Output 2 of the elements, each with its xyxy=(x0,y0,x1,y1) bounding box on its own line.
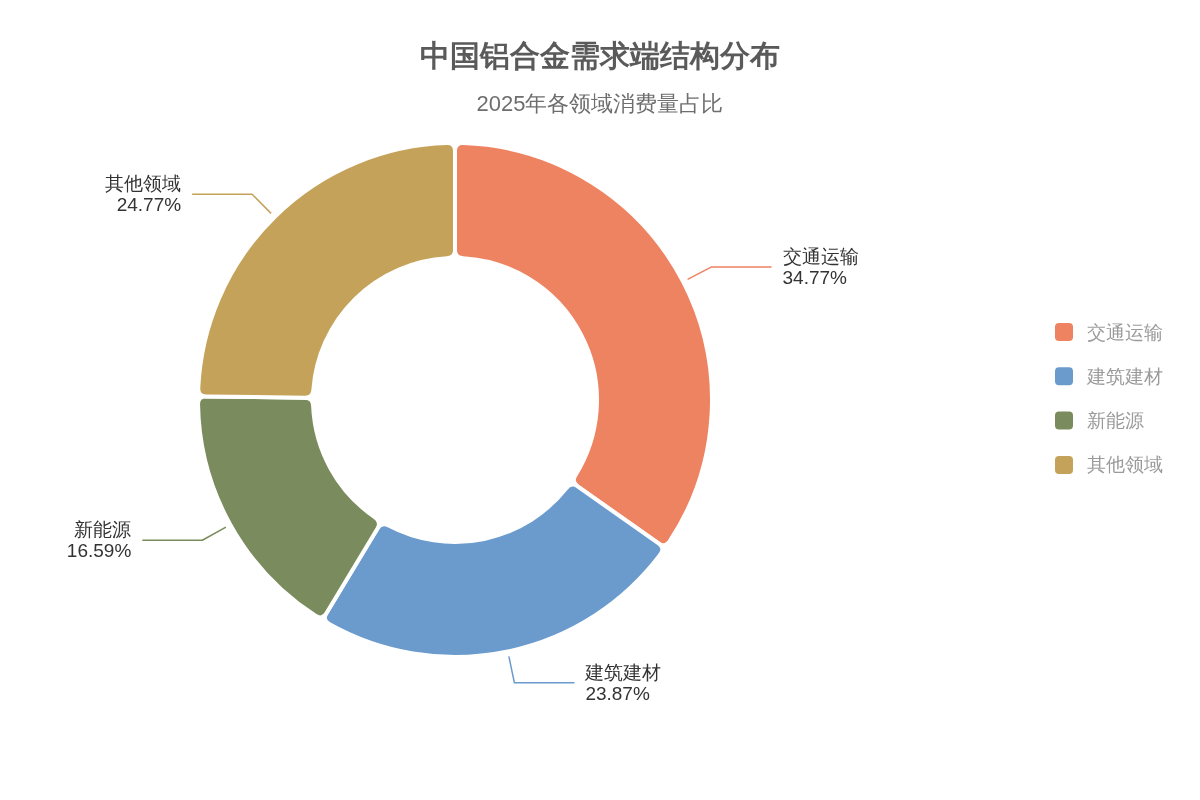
subtitle: 2025年各领域消费量占比 xyxy=(476,91,724,116)
title: 中国铝合金需求端结构分布 xyxy=(420,39,780,72)
